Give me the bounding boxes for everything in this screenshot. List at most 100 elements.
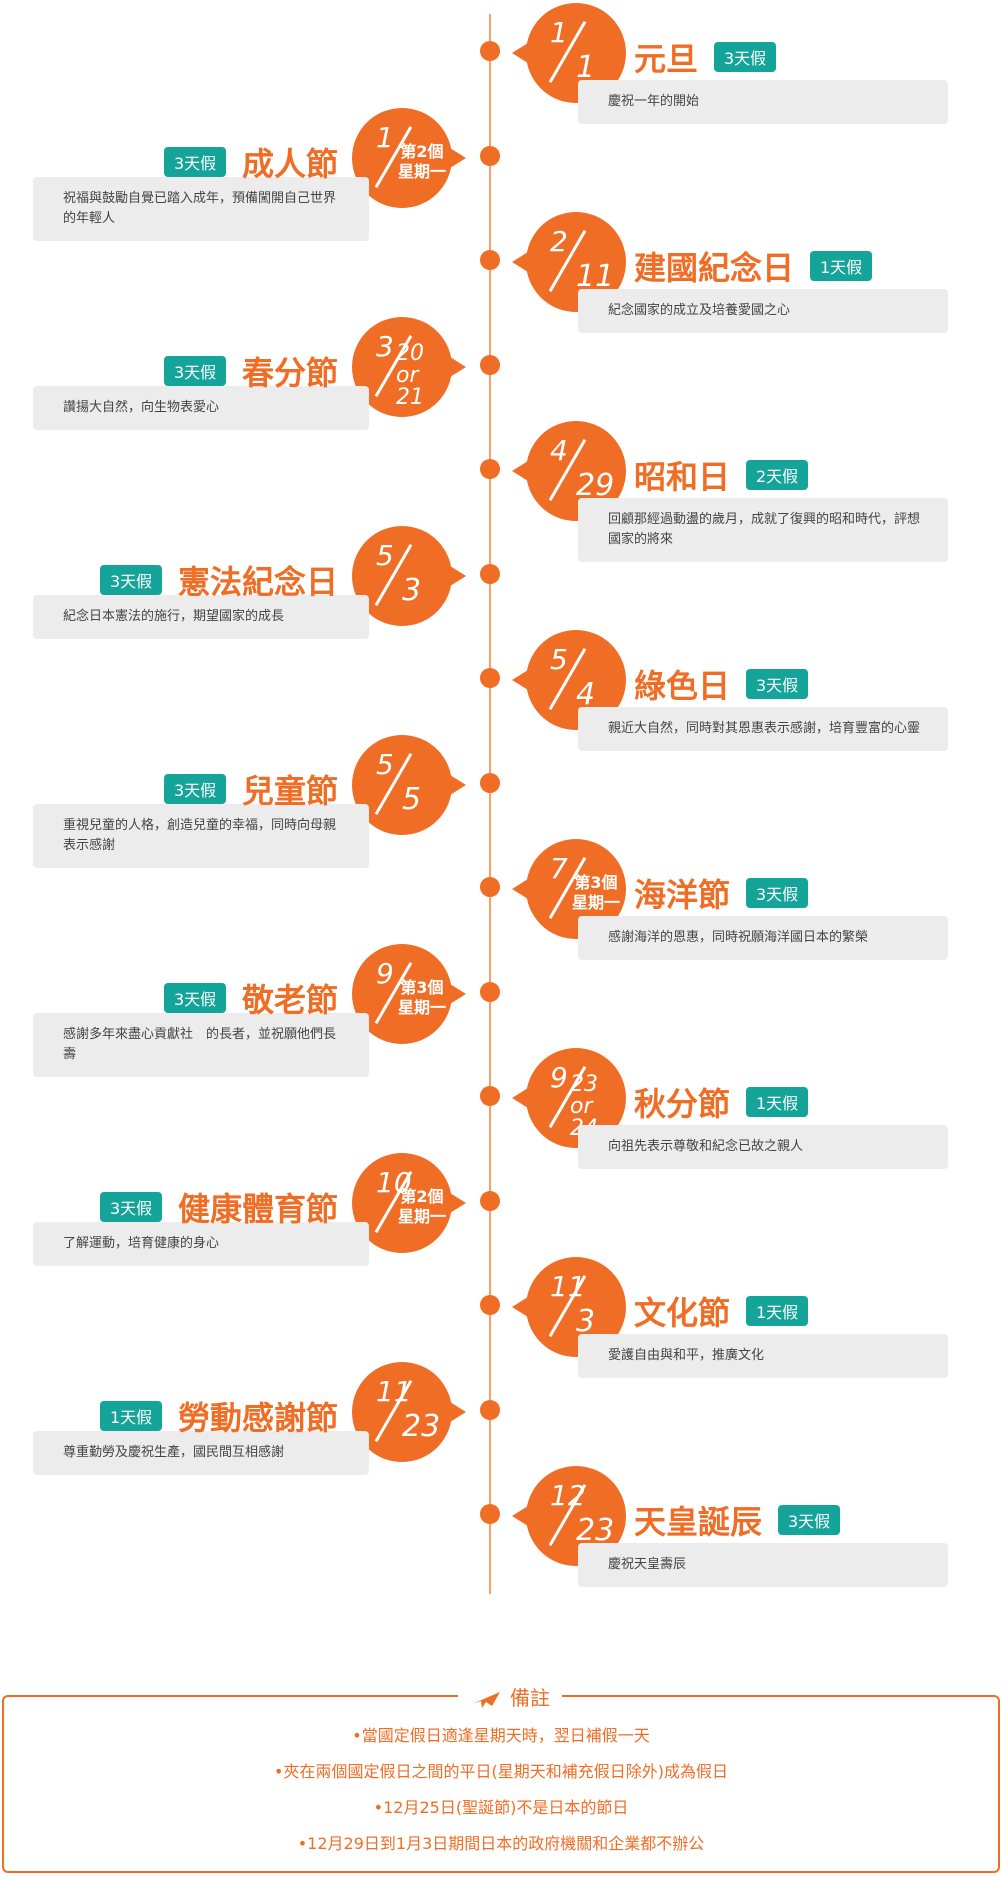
- date-month: 3: [376, 330, 394, 363]
- notes-title-text: 備註: [510, 1686, 550, 1710]
- date-day: 11: [576, 259, 615, 294]
- note-item: •12月29日到1月3日期間日本的政府機關和企業都不辦公: [297, 1834, 705, 1853]
- date-day: 第2個 星期一: [398, 1187, 447, 1226]
- holiday-name: 昭和日: [634, 458, 731, 496]
- date-month: 5: [376, 748, 394, 781]
- holiday-row: 4 29 回顧那經過動盪的歲月，成就了復興的昭和時代，評想國家的將來 昭和日 2天假: [0, 418, 1003, 562]
- date-day: 第3個 星期一: [572, 873, 621, 912]
- days-off-badge: 1天假: [810, 251, 873, 281]
- date-day: 23: [402, 1409, 441, 1444]
- date-day: 3: [576, 1304, 596, 1339]
- date-day: 1: [576, 50, 596, 85]
- holiday-description: 讚揚大自然，向生物表愛心: [33, 386, 369, 430]
- holiday-description: 祝福與鼓勵自覺已踏入成年，預備闖開自己世界的年輕人: [33, 177, 369, 241]
- date-month: 11: [550, 1270, 586, 1303]
- date-pointer: [512, 879, 528, 899]
- timeline-dot: [480, 982, 500, 1002]
- date-pointer: [512, 43, 528, 63]
- holiday-row: 11 3 愛護自由與和平，推廣文化 文化節 1天假: [0, 1254, 1003, 1394]
- date-circle: 12 23: [512, 1466, 626, 1566]
- date-month: 7: [550, 852, 568, 885]
- holiday-description: 愛護自由與和平，推廣文化: [578, 1334, 948, 1378]
- days-off-badge: 3天假: [100, 565, 163, 595]
- holiday-name: 文化節: [634, 1294, 731, 1332]
- date-month: 9: [550, 1061, 568, 1094]
- date-month: 9: [376, 957, 394, 990]
- holiday-name: 海洋節: [634, 876, 731, 914]
- holiday-row: 2 11 紀念國家的成立及培養愛國之心 建國紀念日 1天假: [0, 209, 1003, 349]
- holiday-description: 向祖先表示尊敬和紀念已故之親人: [578, 1125, 948, 1169]
- holiday-row: 923 or 24向祖先表示尊敬和紀念已故之親人秋分節 1天假: [0, 1045, 1003, 1185]
- holiday-row: 5 4 親近大自然，同時對其恩惠表示感謝，培育豐富的心靈 綠色日 3天假: [0, 627, 1003, 767]
- date-pointer: [450, 566, 466, 586]
- date-pointer: [450, 775, 466, 795]
- date-day: 20 or 21: [396, 341, 424, 410]
- days-off-badge: 3天假: [746, 669, 809, 699]
- date-circle: 11 23: [352, 1362, 466, 1462]
- date-month: 1: [550, 16, 568, 49]
- timeline-dot: [480, 773, 500, 793]
- date-pointer: [450, 1193, 466, 1213]
- holiday-row: 11 23 尊重勤勞及慶祝生產，國民間互相感謝 勞動感謝節 1天假: [0, 1359, 1003, 1499]
- holiday-description: 慶祝一年的開始: [578, 80, 948, 124]
- holiday-name: 兒童節: [241, 772, 338, 810]
- holiday-description: 紀念日本憲法的施行，期望國家的成長: [33, 595, 369, 639]
- holiday-row: 5 5 重視兒童的人格，創造兒童的幸福，同時向母親表示感謝 兒童節 3天假: [0, 732, 1003, 872]
- date-pointer: [450, 357, 466, 377]
- notes-title: 備註: [458, 1682, 562, 1711]
- date-month: 2: [550, 225, 568, 258]
- days-off-badge: 1天假: [746, 1296, 809, 1326]
- timeline-axis: [489, 14, 491, 1594]
- holiday-name: 天皇誕辰: [634, 1503, 763, 1541]
- holiday-name: 憲法紀念日: [177, 563, 338, 601]
- date-pointer: [512, 1506, 528, 1526]
- holiday-row: 1 第2個 星期一 祝福與鼓勵自覺已踏入成年，預備闖開自己世界的年輕人 成人節 3天假: [0, 105, 1003, 245]
- timeline-dot: [480, 355, 500, 375]
- days-off-badge: 3天假: [164, 774, 227, 804]
- airplane-icon: [472, 1691, 500, 1708]
- note-item: •12月25日(聖誕節)不是日本的節日: [373, 1798, 629, 1817]
- holiday-row: 9 第3個 星期一 感謝多年來盡心貢獻社 的長者，並祝願他們長壽 敬老節 3天假: [0, 941, 1003, 1081]
- days-off-badge: 3天假: [746, 878, 809, 908]
- days-off-badge: 1天假: [746, 1087, 809, 1117]
- timeline-dot: [480, 250, 500, 270]
- notes-list: •當國定假日適逢星期天時，翌日補假一天 •夾在兩個國定假日之間的平日(星期天和補…: [2, 1718, 1000, 1862]
- date-day: 第3個 星期一: [398, 978, 447, 1017]
- note-item: •夾在兩個國定假日之間的平日(星期天和補充假日除外)成為假日: [274, 1762, 728, 1781]
- holiday-description: 重視兒童的人格，創造兒童的幸福，同時向母親表示感謝: [33, 804, 369, 868]
- date-circle: 3 20 or 21: [352, 317, 466, 417]
- days-off-badge: 1天假: [100, 1401, 163, 1431]
- timeline-dot: [480, 459, 500, 479]
- holiday-name: 秋分節: [634, 1085, 731, 1123]
- holiday-name: 勞動感謝節: [177, 1399, 338, 1437]
- date-month: 1: [376, 121, 394, 154]
- date-month: 5: [550, 643, 568, 676]
- date-pointer: [450, 984, 466, 1004]
- holiday-description: 感謝多年來盡心貢獻社 的長者，並祝願他們長壽: [33, 1013, 369, 1077]
- holiday-description: 了解運動，培育健康的身心: [33, 1222, 369, 1266]
- days-off-badge: 3天假: [164, 356, 227, 386]
- holiday-row: 10 第2個 星期一 了解運動，培育健康的身心 健康體育節 3天假: [0, 1150, 1003, 1290]
- timeline-dot: [480, 877, 500, 897]
- timeline-dot: [480, 1086, 500, 1106]
- holiday-name: 元旦: [634, 40, 699, 78]
- holiday-description: 親近大自然，同時對其恩惠表示感謝，培育豐富的心靈: [578, 707, 948, 751]
- holiday-row: 3 20 or 21 讚揚大自然，向生物表愛心 春分節 3天假: [0, 314, 1003, 454]
- holiday-description: 回顧那經過動盪的歲月，成就了復興的昭和時代，評想國家的將來: [578, 498, 948, 562]
- timeline-dot: [480, 1504, 500, 1524]
- timeline-dot: [480, 41, 500, 61]
- days-off-badge: 3天假: [164, 147, 227, 177]
- date-pointer: [512, 461, 528, 481]
- holiday-name: 建國紀念日: [634, 249, 795, 287]
- days-off-badge: 3天假: [164, 983, 227, 1013]
- holiday-description: 感謝海洋的恩惠，同時祝願海洋國日本的繁榮: [578, 916, 948, 960]
- date-day: 4: [576, 677, 596, 712]
- holiday-description: 慶祝天皇壽辰: [578, 1543, 948, 1587]
- date-day: 23: [576, 1513, 615, 1548]
- timeline-dot: [480, 668, 500, 688]
- date-pointer: [450, 148, 466, 168]
- holiday-name: 敬老節: [241, 981, 338, 1019]
- holiday-description: 尊重勤勞及慶祝生產，國民間互相感謝: [33, 1431, 369, 1475]
- date-pointer: [512, 1297, 528, 1317]
- holiday-row: 7 第3個 星期一感謝海洋的恩惠，同時祝願海洋國日本的繁榮 海洋節 3天假: [0, 836, 1003, 976]
